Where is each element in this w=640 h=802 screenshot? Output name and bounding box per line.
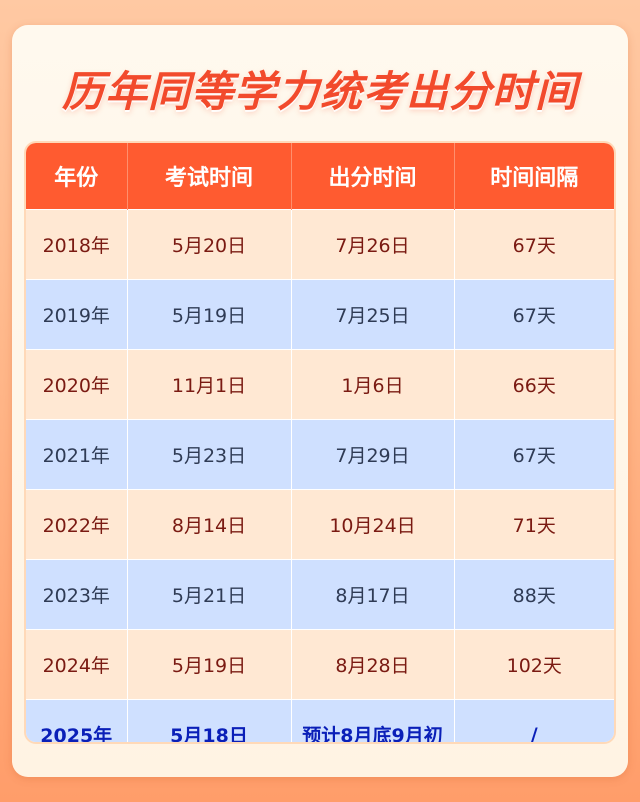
cell-exam-date: 5月18日 — [127, 699, 292, 742]
cell-year: 2022年 — [26, 489, 128, 560]
header-release-date: 出分时间 — [291, 143, 455, 210]
cell-release-date: 8月28日 — [291, 629, 455, 700]
cell-release-date: 7月25日 — [291, 279, 455, 350]
header-exam-date: 考试时间 — [127, 143, 292, 210]
cell-exam-date: 5月20日 — [127, 209, 292, 280]
cell-exam-date: 8月14日 — [127, 489, 292, 560]
table-header-row: 年份 考试时间 出分时间 时间间隔 — [26, 143, 614, 210]
cell-interval: 88天 — [454, 559, 614, 630]
cell-interval: 67天 — [454, 279, 614, 350]
cell-interval: 71天 — [454, 489, 614, 560]
table-row: 2023年 5月21日 8月17日 88天 — [26, 559, 614, 630]
cell-exam-date: 11月1日 — [127, 349, 292, 420]
cell-year: 2020年 — [26, 349, 128, 420]
table-row: 2021年 5月23日 7月29日 67天 — [26, 419, 614, 490]
header-interval: 时间间隔 — [454, 143, 614, 210]
table-row: 2019年 5月19日 7月25日 67天 — [26, 279, 614, 350]
cell-release-date: 7月26日 — [291, 209, 455, 280]
cell-release-date: 8月17日 — [291, 559, 455, 630]
cell-release-date: 7月29日 — [291, 419, 455, 490]
cell-interval: / — [454, 699, 614, 742]
cell-interval: 66天 — [454, 349, 614, 420]
cell-year: 2025年 — [26, 699, 128, 742]
cell-release-date: 1月6日 — [291, 349, 455, 420]
cell-exam-date: 5月19日 — [127, 279, 292, 350]
header-year: 年份 — [26, 143, 128, 210]
cell-interval: 67天 — [454, 419, 614, 490]
cell-year: 2019年 — [26, 279, 128, 350]
table-row-current-year: 2025年 5月18日 预计8月底9月初 / — [26, 699, 614, 742]
cell-year: 2018年 — [26, 209, 128, 280]
cell-release-date: 预计8月底9月初 — [291, 699, 455, 742]
score-release-table: 年份 考试时间 出分时间 时间间隔 2018年 5月20日 7月26日 67天 … — [24, 141, 616, 744]
cell-exam-date: 5月23日 — [127, 419, 292, 490]
cell-exam-date: 5月19日 — [127, 629, 292, 700]
table-row: 2024年 5月19日 8月28日 102天 — [26, 629, 614, 700]
table-row: 2022年 8月14日 10月24日 71天 — [26, 489, 614, 560]
cell-year: 2023年 — [26, 559, 128, 630]
cell-year: 2024年 — [26, 629, 128, 700]
cell-year: 2021年 — [26, 419, 128, 490]
cell-exam-date: 5月21日 — [127, 559, 292, 630]
cell-release-date: 10月24日 — [291, 489, 455, 560]
cell-interval: 67天 — [454, 209, 614, 280]
data-table: 年份 考试时间 出分时间 时间间隔 2018年 5月20日 7月26日 67天 … — [26, 143, 614, 742]
table-row: 2020年 11月1日 1月6日 66天 — [26, 349, 614, 420]
cell-interval: 102天 — [454, 629, 614, 700]
page-title: 历年同等学力统考出分时间 — [61, 67, 578, 116]
table-row: 2018年 5月20日 7月26日 67天 — [26, 209, 614, 280]
